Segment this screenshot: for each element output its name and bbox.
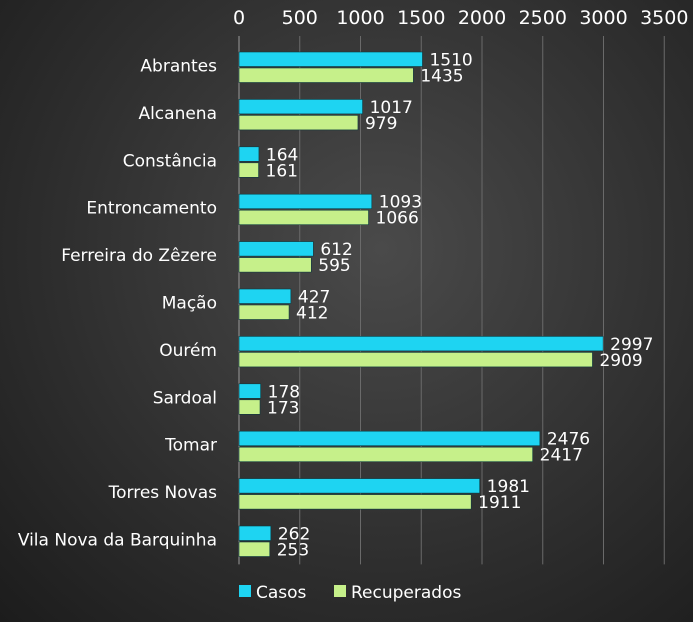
data-label-casos: 2997 [610,335,653,355]
bars [238,51,604,557]
legend-swatch-casos [239,585,251,597]
data-label-recuperados: 2417 [540,446,583,466]
data-label-recuperados: 979 [365,114,397,134]
data-label-casos: 1017 [370,98,413,118]
category-label: Entroncamento [86,199,217,219]
bar-recuperados [238,209,369,225]
x-tick-label: 2500 [519,7,567,29]
bar-casos [238,288,292,304]
bar-recuperados [238,257,312,273]
bar-casos [238,146,260,162]
data-label-recuperados: 412 [296,304,328,324]
legend-label-casos: Casos [256,583,307,603]
category-label: Torres Novas [108,483,218,503]
data-label-recuperados: 253 [277,541,309,561]
bar-casos [238,478,480,494]
bar-casos [238,193,373,209]
data-label-casos: 612 [320,240,352,260]
bar-casos [238,525,272,541]
x-tick-label: 2000 [458,7,506,29]
bar-recuperados [238,162,259,178]
category-label: Sardoal [153,388,217,408]
data-label-casos: 427 [298,288,330,308]
bar-casos [238,383,261,399]
bar-recuperados [238,352,593,368]
x-tick-label: 0 [233,7,245,29]
legend: Casos Recuperados [239,583,461,603]
bar-recuperados [238,541,271,557]
x-tick-label: 500 [282,7,318,29]
data-label-recuperados: 161 [266,161,298,181]
data-label-recuperados: 1911 [478,493,521,513]
category-label: Ourém [159,341,217,361]
data-label-casos: 262 [278,525,310,545]
bar-recuperados [238,446,533,463]
category-label: Mação [162,294,217,314]
category-label: Alcanena [138,104,217,124]
data-label-recuperados: 1066 [376,209,419,229]
data-label-casos: 1093 [379,193,422,213]
data-label-casos: 178 [268,382,300,402]
data-label-recuperados: 1435 [420,67,463,87]
x-tick-label: 3000 [579,7,627,29]
legend-label-recuperados: Recuperados [351,583,461,603]
bar-casos [238,99,363,115]
bar-casos [238,241,314,257]
category-label: Vila Nova da Barquinha [18,531,217,551]
category-label: Ferreira do Zêzere [61,246,217,266]
legend-swatch-recuperados [334,585,346,597]
x-tick-label: 1500 [397,7,445,29]
category-label: Abrantes [140,57,217,77]
data-label-recuperados: 595 [318,256,350,276]
category-label: Tomar [164,436,217,456]
bar-recuperados [238,115,359,131]
bar-casos [238,430,541,447]
data-label-casos: 1510 [429,51,472,71]
bar-recuperados [238,67,414,83]
data-label-recuperados: 173 [267,398,299,418]
bar-recuperados [238,494,472,510]
x-tick-label: 1000 [336,7,384,29]
bar-recuperados [238,304,290,320]
data-label-casos: 1981 [487,477,530,497]
category-label: Constância [123,151,217,171]
data-label-casos: 2476 [547,430,590,450]
bar-recuperados [238,399,261,415]
category-labels: Abrantes Alcanena Constância Entroncamento F… [18,57,217,551]
x-tick-label: 3500 [640,7,688,29]
data-label-casos: 164 [266,145,298,165]
bar-casos [238,336,604,352]
data-label-recuperados: 2909 [599,351,642,371]
x-axis-ticks: 0 500 1000 1500 2000 2500 3000 3500 [233,7,688,29]
bar-casos [238,51,423,67]
